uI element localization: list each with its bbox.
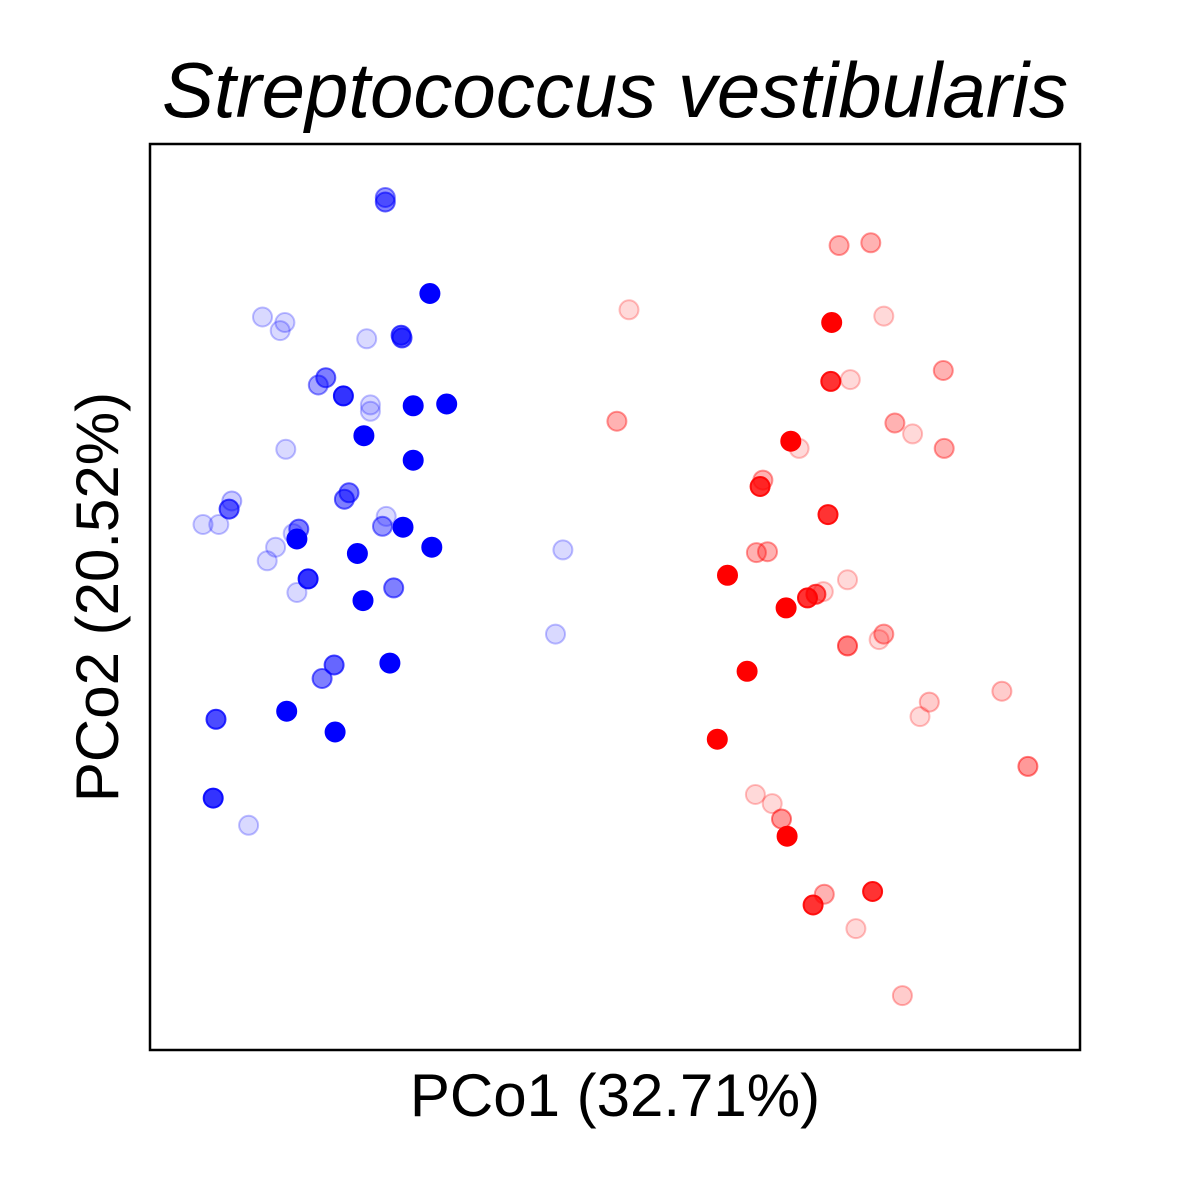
scatter-point	[352, 590, 374, 612]
scatter-point	[873, 305, 895, 327]
scatter-point	[256, 550, 278, 572]
scatter-point	[307, 374, 329, 396]
scatter-point	[545, 623, 566, 645]
scatter-point	[775, 597, 797, 619]
scatter-point	[771, 808, 792, 830]
scatter-point	[717, 564, 738, 586]
scatter-point	[884, 412, 906, 434]
scatter-point	[218, 498, 240, 520]
scatter-point	[797, 587, 818, 609]
scatter-point	[372, 515, 393, 537]
scatter-point	[845, 918, 867, 940]
scatter-point	[820, 370, 842, 392]
x-axis-label: PCo1 (32.71%)	[410, 1062, 820, 1129]
scatter-point	[346, 543, 368, 564]
scatter-point	[776, 825, 798, 847]
scatter-point	[902, 423, 924, 445]
scatter-point	[761, 793, 783, 815]
scatter-point	[332, 385, 354, 407]
scatter-point	[274, 312, 296, 333]
scatter-point	[1017, 755, 1039, 777]
scatter-point	[618, 299, 640, 321]
scatter-point	[706, 728, 728, 750]
scatter-point	[788, 437, 810, 459]
scatter-point	[383, 577, 405, 599]
scatter-point	[402, 449, 424, 471]
scatter-point	[933, 437, 955, 459]
scatter-point	[202, 787, 224, 809]
scatter-point	[436, 393, 458, 415]
scatter-point	[802, 894, 824, 916]
scatter-point	[552, 539, 574, 561]
scatter-point	[333, 488, 355, 510]
scatter-point	[991, 680, 1013, 702]
scatter-point	[353, 425, 375, 447]
scatter-point	[606, 410, 628, 432]
scatter-point	[315, 367, 337, 389]
scatter-point	[323, 654, 345, 676]
scatter-point	[374, 191, 396, 213]
scatter-point	[276, 700, 298, 722]
scatter-point	[736, 660, 758, 682]
scatter-point	[868, 629, 890, 651]
scatter-point	[837, 569, 858, 591]
scatter-point	[918, 691, 940, 713]
scatter-point	[860, 232, 882, 254]
scatter-point	[744, 784, 766, 805]
chart-title: Streptococcus vestibularis	[162, 46, 1068, 134]
plot-frame	[148, 142, 1082, 1052]
y-axis-label: PCo2 (20.52%)	[64, 392, 131, 802]
scatter-point	[749, 476, 771, 497]
scatter-point	[891, 985, 913, 1007]
scatter-point	[286, 528, 308, 550]
scatter-point	[828, 235, 850, 256]
scatter-point	[821, 312, 843, 333]
scatter-point	[909, 706, 931, 728]
scatter-point	[356, 328, 378, 350]
scatter-point	[269, 320, 291, 342]
scatter-point	[391, 327, 413, 349]
scatter-point	[286, 582, 308, 603]
scatter-point	[205, 708, 227, 730]
scatter-point	[745, 542, 767, 564]
scatter-point	[359, 400, 381, 422]
scatter-point	[379, 652, 401, 674]
scatter-point	[419, 283, 441, 304]
scatter-point	[862, 881, 884, 902]
scatter-point	[252, 306, 273, 328]
points-layer	[192, 187, 1039, 1007]
scatter-point	[208, 514, 230, 535]
scatter-point	[275, 438, 297, 460]
scatter-point	[839, 369, 861, 391]
scatter-point	[324, 721, 346, 743]
scatter-point	[873, 623, 895, 645]
scatter-point	[837, 635, 858, 657]
scatter-point	[780, 430, 802, 452]
scatter-point	[817, 504, 839, 526]
scatter-point	[359, 394, 381, 416]
scatter-point	[757, 541, 778, 563]
scatter-point	[192, 514, 214, 535]
scatter-point	[392, 516, 414, 538]
scatter-point	[932, 360, 954, 381]
scatter-point	[265, 536, 287, 558]
scatter-point	[421, 536, 443, 558]
scatter-point	[297, 568, 319, 590]
scatter-point	[311, 668, 333, 689]
scatter-point	[402, 395, 424, 417]
scatter-point	[238, 814, 260, 836]
